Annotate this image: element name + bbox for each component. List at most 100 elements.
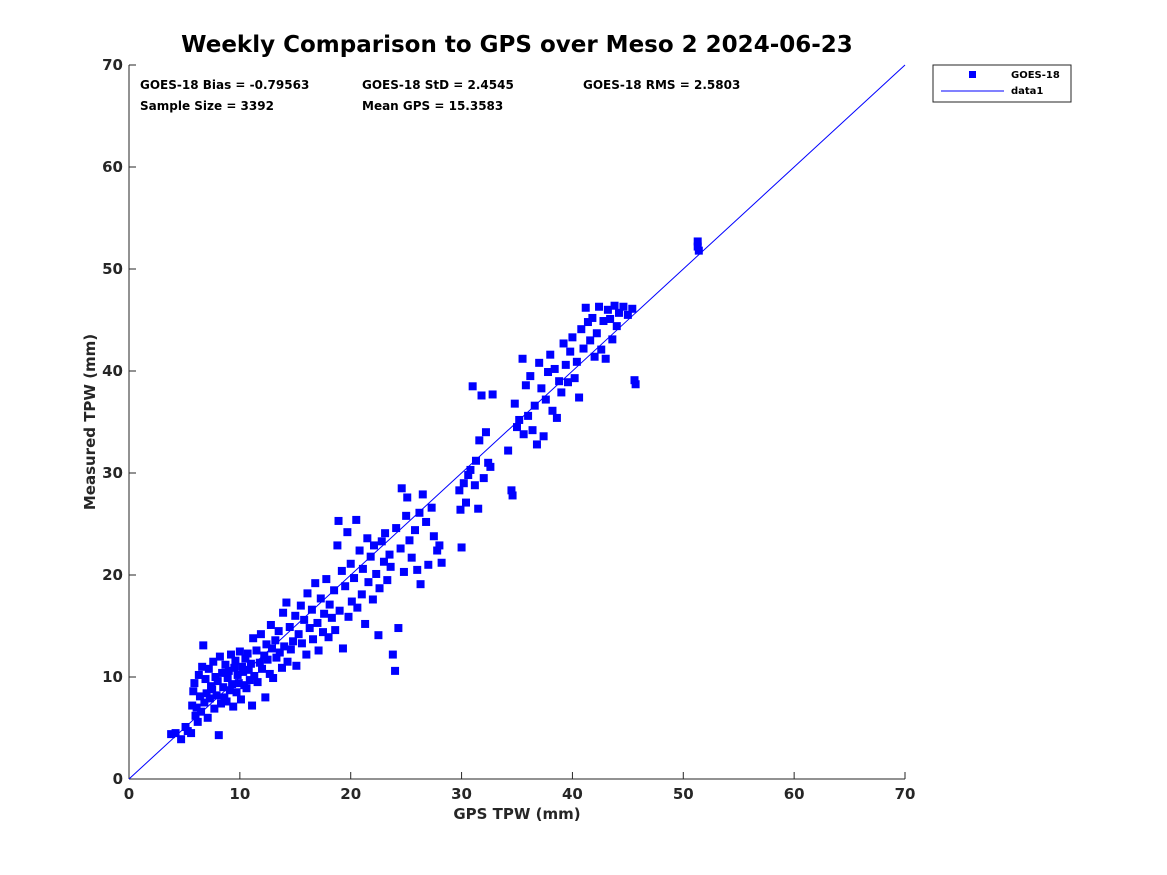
data-point bbox=[608, 335, 617, 344]
data-point bbox=[388, 650, 397, 659]
data-point bbox=[415, 508, 424, 517]
data-point bbox=[407, 553, 416, 562]
data-point bbox=[539, 432, 548, 441]
data-point bbox=[213, 677, 222, 686]
data-point bbox=[258, 664, 267, 673]
data-point bbox=[541, 395, 550, 404]
data-point bbox=[346, 559, 355, 568]
data-point bbox=[363, 534, 372, 543]
data-point bbox=[694, 246, 703, 255]
data-point bbox=[226, 650, 235, 659]
y-tick-label: 20 bbox=[102, 566, 123, 584]
data-point bbox=[249, 634, 258, 643]
data-point bbox=[201, 675, 210, 684]
data-point bbox=[486, 462, 495, 471]
data-point bbox=[559, 339, 568, 348]
data-point bbox=[350, 574, 359, 583]
data-point bbox=[246, 659, 255, 668]
data-point bbox=[437, 558, 446, 567]
data-point bbox=[248, 701, 257, 710]
data-point bbox=[277, 663, 286, 672]
data-point bbox=[413, 565, 422, 574]
data-point bbox=[260, 651, 269, 660]
data-point bbox=[628, 304, 637, 313]
data-point bbox=[566, 347, 575, 356]
data-point bbox=[358, 564, 367, 573]
data-point bbox=[513, 423, 521, 432]
data-point bbox=[202, 689, 211, 698]
y-tick-label: 70 bbox=[102, 56, 123, 74]
data-point bbox=[236, 695, 245, 704]
data-point bbox=[353, 603, 362, 612]
data-point bbox=[214, 731, 223, 740]
stat-rms: GOES-18 RMS = 2.5803 bbox=[583, 78, 740, 92]
data-point bbox=[457, 543, 466, 552]
data-point bbox=[325, 600, 334, 609]
data-point bbox=[592, 329, 601, 338]
data-point bbox=[601, 354, 610, 363]
legend-label-data1: data1 bbox=[1011, 86, 1043, 97]
data-point bbox=[282, 598, 291, 607]
data-point bbox=[212, 691, 221, 700]
data-point bbox=[297, 639, 306, 648]
data-point bbox=[167, 730, 176, 739]
data-point bbox=[292, 661, 301, 670]
legend: GOES-18 data1 bbox=[932, 64, 1072, 103]
data-point bbox=[252, 646, 261, 655]
data-point bbox=[488, 390, 497, 399]
data-point bbox=[597, 345, 606, 354]
data-point bbox=[433, 546, 442, 555]
data-point bbox=[307, 605, 316, 614]
data-point bbox=[232, 688, 241, 697]
legend-marker-goes-18 bbox=[969, 71, 976, 78]
data-point bbox=[347, 597, 356, 606]
data-point bbox=[526, 372, 535, 381]
data-point bbox=[548, 406, 557, 415]
data-point bbox=[599, 317, 608, 326]
legend-box bbox=[932, 64, 1072, 103]
data-point bbox=[231, 656, 240, 665]
data-point bbox=[590, 352, 599, 361]
data-point bbox=[217, 699, 226, 708]
data-point bbox=[302, 650, 311, 659]
data-point bbox=[215, 652, 224, 661]
x-tick-label: 20 bbox=[340, 785, 361, 803]
data-point bbox=[375, 584, 384, 593]
data-point bbox=[610, 301, 619, 310]
data-point bbox=[623, 310, 632, 319]
data-point bbox=[233, 670, 242, 679]
data-point bbox=[269, 674, 278, 683]
data-point bbox=[470, 481, 479, 490]
data-point bbox=[309, 635, 318, 644]
data-point bbox=[191, 711, 200, 720]
data-point bbox=[229, 702, 238, 711]
data-point bbox=[575, 393, 584, 402]
x-tick-label: 10 bbox=[229, 785, 250, 803]
stat-bias: GOES-18 Bias = -0.79563 bbox=[140, 78, 309, 92]
data-point bbox=[352, 515, 361, 524]
series-goes-18-points bbox=[167, 237, 703, 744]
x-tick-label: 40 bbox=[562, 785, 583, 803]
data-point bbox=[521, 381, 530, 390]
data-point bbox=[385, 550, 394, 559]
data-point bbox=[205, 694, 214, 703]
data-point bbox=[614, 308, 623, 317]
data-point bbox=[630, 376, 639, 385]
data-point bbox=[402, 511, 411, 520]
data-point bbox=[291, 611, 300, 620]
data-point bbox=[368, 595, 377, 604]
data-point bbox=[392, 524, 401, 533]
stat-sample-size: Sample Size = 3392 bbox=[140, 99, 274, 113]
data-point bbox=[221, 660, 230, 669]
stats-annotations: GOES-18 Bias = -0.79563 GOES-18 StD = 2.… bbox=[140, 78, 740, 113]
data-point bbox=[243, 649, 252, 658]
data-point bbox=[557, 388, 566, 397]
data-point bbox=[577, 325, 586, 334]
data-point bbox=[238, 662, 247, 671]
data-point bbox=[263, 655, 272, 664]
data-point bbox=[334, 516, 343, 525]
x-tick-label: 50 bbox=[673, 785, 694, 803]
data-point bbox=[194, 670, 203, 679]
data-point bbox=[210, 704, 219, 713]
